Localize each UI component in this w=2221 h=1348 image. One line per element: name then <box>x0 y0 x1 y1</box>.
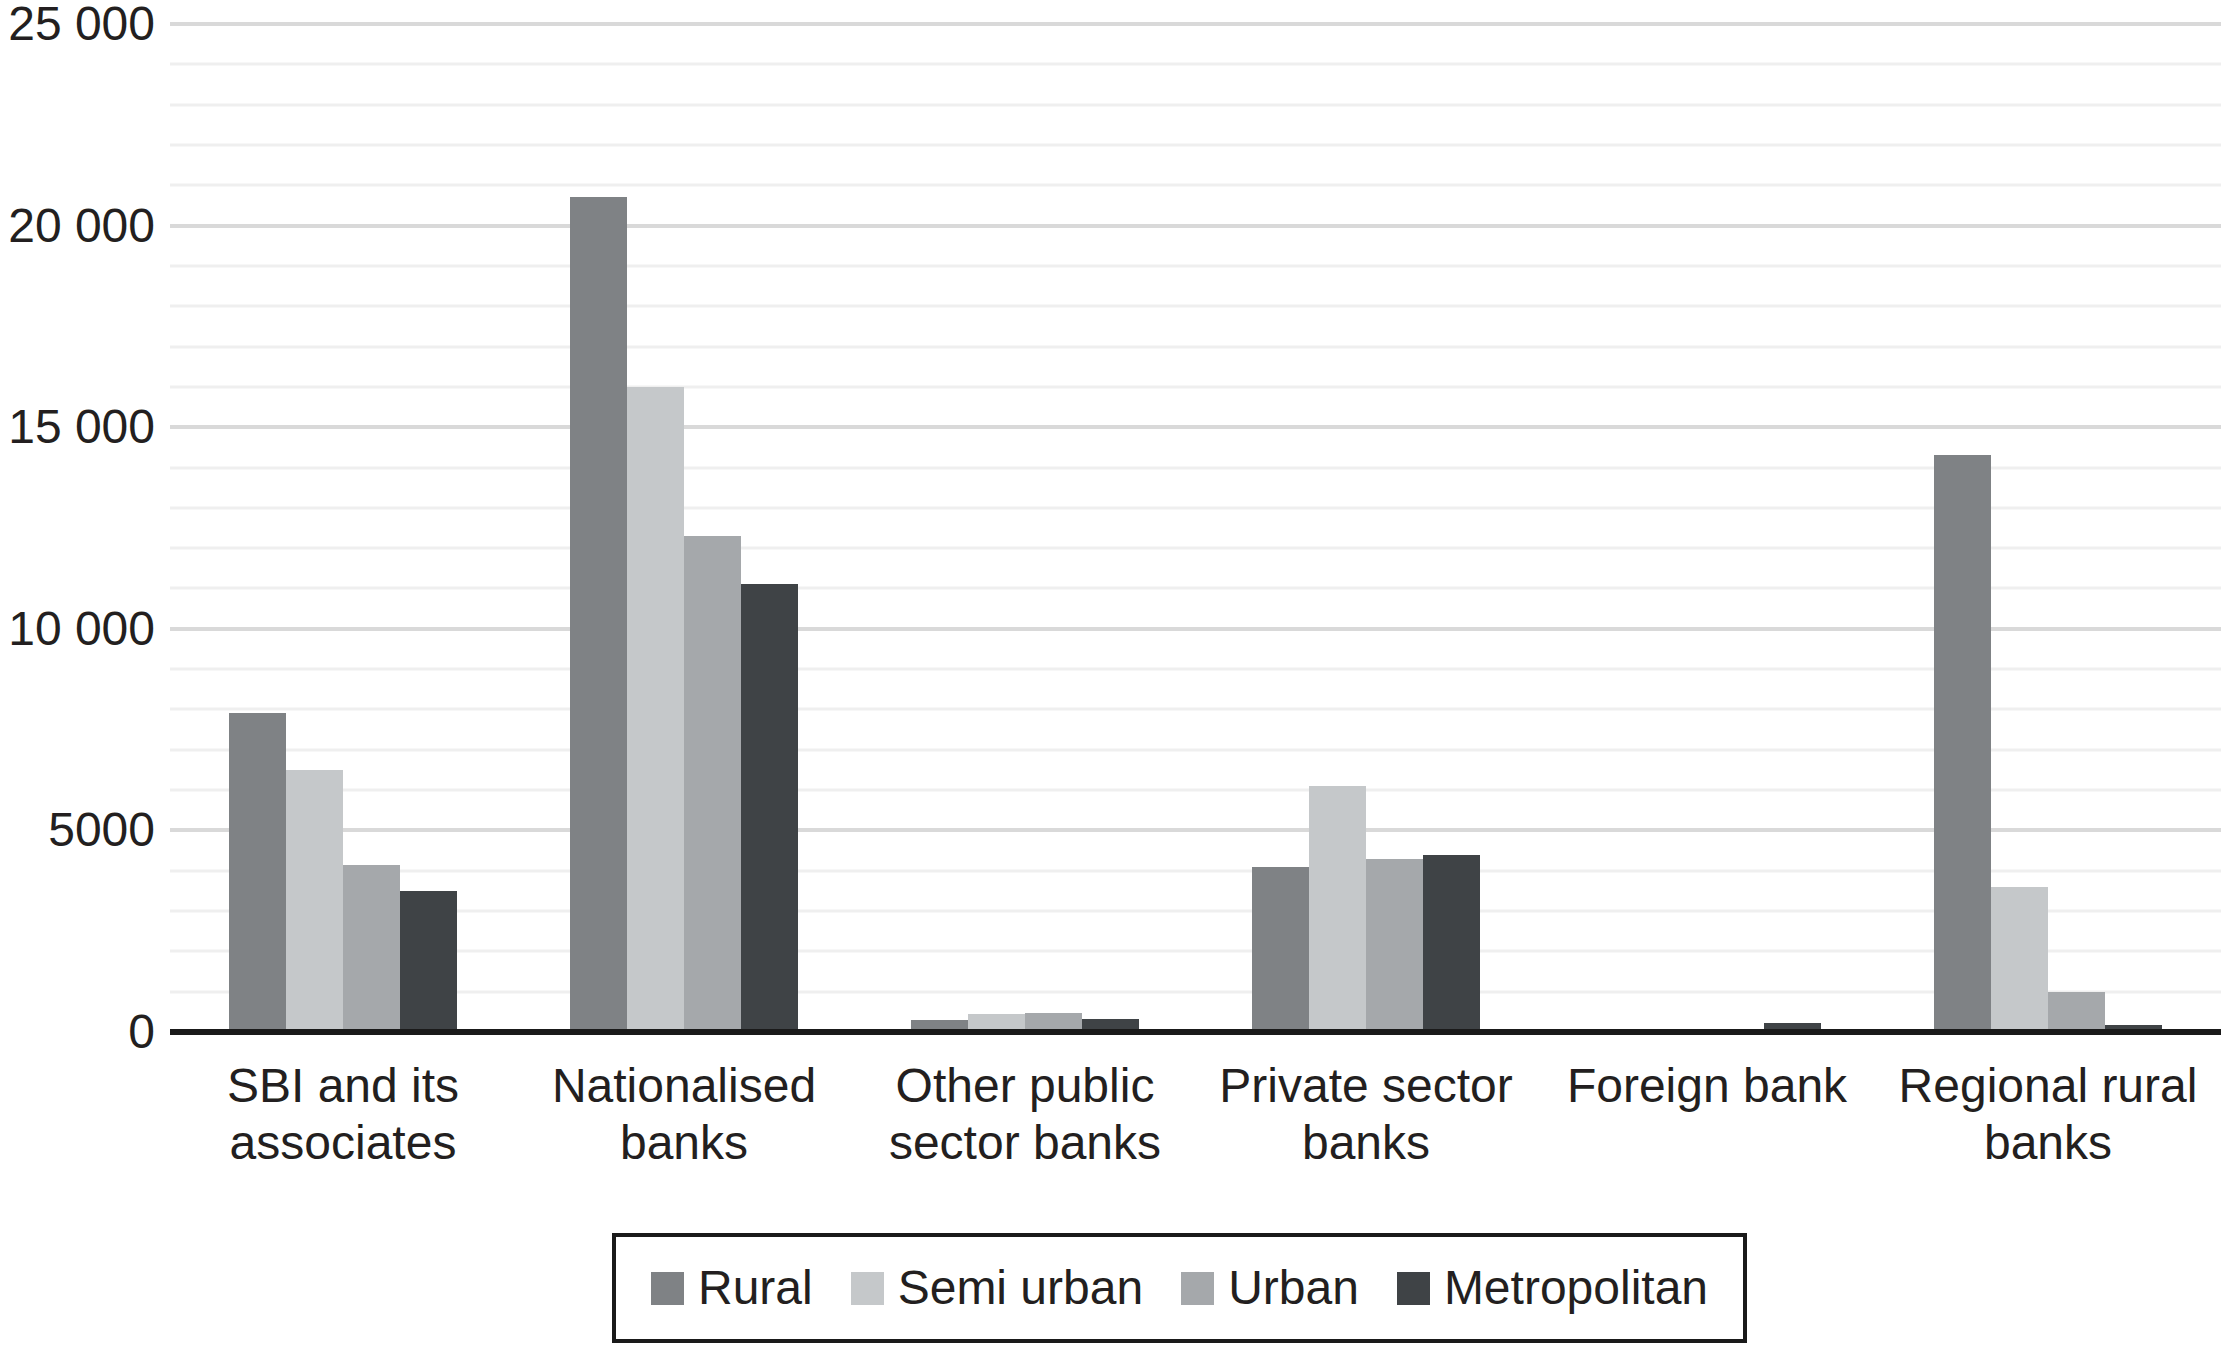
legend-label: Urban <box>1228 1264 1359 1312</box>
y-axis-tick-label: 10 000 <box>0 605 155 653</box>
minor-gridline <box>170 789 2221 792</box>
bar <box>741 584 798 1032</box>
bar <box>229 713 286 1032</box>
bar-group <box>1934 24 2162 1032</box>
minor-gridline <box>170 466 2221 469</box>
legend-swatch <box>851 1272 884 1305</box>
legend-items: Rural Semi urban Urban Metropolitan <box>651 1264 1708 1312</box>
bar <box>343 865 400 1032</box>
minor-gridline <box>170 990 2221 993</box>
minor-gridline <box>170 63 2221 66</box>
bar <box>1366 859 1423 1032</box>
bar <box>400 891 457 1032</box>
x-axis-category-label-line: banks <box>1838 1114 2221 1171</box>
major-gridline <box>170 425 2221 429</box>
y-axis-tick-label: 15 000 <box>0 403 155 451</box>
minor-gridline <box>170 708 2221 711</box>
minor-gridline <box>170 305 2221 308</box>
x-axis-line <box>170 1029 2221 1035</box>
bar-group <box>570 24 798 1032</box>
legend-swatch <box>651 1272 684 1305</box>
bar-group <box>229 24 457 1032</box>
y-axis-tick-label: 20 000 <box>0 202 155 250</box>
y-axis-tick-label: 0 <box>0 1008 155 1056</box>
minor-gridline <box>170 345 2221 348</box>
bar <box>627 387 684 1032</box>
bar <box>1934 455 1991 1032</box>
bar-group <box>1593 24 1821 1032</box>
bar <box>1309 786 1366 1032</box>
legend-swatch <box>1181 1272 1214 1305</box>
minor-gridline <box>170 385 2221 388</box>
bar <box>286 770 343 1032</box>
minor-gridline <box>170 547 2221 550</box>
legend-item: Metropolitan <box>1397 1264 1708 1312</box>
minor-gridline <box>170 264 2221 267</box>
bar-group <box>1252 24 1480 1032</box>
bar <box>684 536 741 1032</box>
minor-gridline <box>170 587 2221 590</box>
x-axis-category-label: Regional ruralbanks <box>1838 1057 2221 1171</box>
bar <box>2048 992 2105 1032</box>
bar <box>1423 855 1480 1032</box>
bar <box>570 197 627 1032</box>
bar-group <box>911 24 1139 1032</box>
minor-gridline <box>170 143 2221 146</box>
major-gridline <box>170 627 2221 631</box>
major-gridline <box>170 828 2221 832</box>
minor-gridline <box>170 506 2221 509</box>
legend-swatch <box>1397 1272 1430 1305</box>
major-gridline <box>170 22 2221 26</box>
minor-gridline <box>170 668 2221 671</box>
legend-label: Rural <box>698 1264 813 1312</box>
major-gridline <box>170 224 2221 228</box>
legend-label: Semi urban <box>898 1264 1143 1312</box>
legend-item: Urban <box>1181 1264 1359 1312</box>
plot-area <box>170 24 2221 1032</box>
minor-gridline <box>170 748 2221 751</box>
legend-item: Rural <box>651 1264 813 1312</box>
bank-branches-bar-chart: 0500010 00015 00020 00025 000 SBI and it… <box>0 0 2221 1348</box>
legend: Rural Semi urban Urban Metropolitan <box>612 1233 1747 1343</box>
legend-label: Metropolitan <box>1444 1264 1708 1312</box>
minor-gridline <box>170 950 2221 953</box>
y-axis-tick-label: 25 000 <box>0 0 155 48</box>
bar <box>1252 867 1309 1032</box>
minor-gridline <box>170 103 2221 106</box>
x-axis-category-label-line: Regional rural <box>1838 1057 2221 1114</box>
legend-item: Semi urban <box>851 1264 1143 1312</box>
minor-gridline <box>170 910 2221 913</box>
minor-gridline <box>170 184 2221 187</box>
bar <box>1991 887 2048 1032</box>
x-axis-category-label-line: banks <box>1156 1114 1576 1171</box>
minor-gridline <box>170 869 2221 872</box>
y-axis-tick-label: 5000 <box>0 806 155 854</box>
